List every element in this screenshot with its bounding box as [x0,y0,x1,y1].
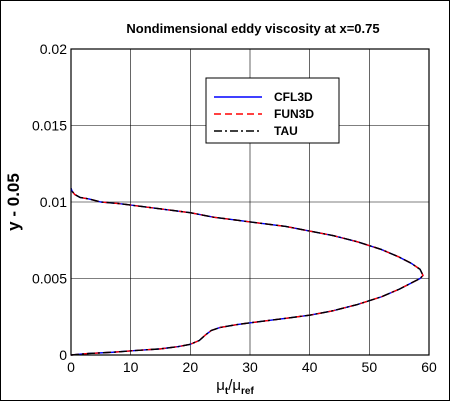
x-tick-label: 50 [362,359,378,375]
x-tick-label: 60 [421,359,437,375]
chart-title: Nondimensional eddy viscosity at x=0.75 [126,21,379,36]
x-tick-label: 40 [302,359,318,375]
x-label-sub-ref: ref [241,386,254,397]
x-label-slash-mu: /μ [228,377,241,394]
x-tick-label: 0 [67,359,75,375]
series-line-tau [70,187,424,356]
y-tick-label: 0.02 [40,41,67,57]
y-axis-label: y - 0.05 [4,173,23,231]
y-tick-label: 0.01 [40,194,67,210]
legend-label-fun3d: FUN3D [274,107,314,121]
x-tick-label: 20 [183,359,199,375]
legend-label-tau: TAU [274,124,298,138]
series-lines [70,187,424,356]
legend: CFL3D FUN3D TAU [205,77,340,144]
x-axis-label: μt/μref [216,377,254,397]
axis-ticks: 0 10 20 30 40 50 60 0 0.005 0.01 0.015 0.02 [32,41,437,375]
y-tick-label: 0.005 [32,271,67,287]
legend-box [205,77,340,144]
plot-area-border [70,48,430,356]
y-tick-label: 0 [59,347,67,363]
y-tick-label: 0.015 [32,118,67,134]
x-label-sub-t: t [225,386,229,397]
legend-label-cfl3d: CFL3D [274,90,313,104]
x-label-mu: μ [216,377,225,394]
x-tick-label: 30 [242,359,258,375]
x-tick-label: 10 [123,359,139,375]
series-line-fun3d [70,187,424,356]
